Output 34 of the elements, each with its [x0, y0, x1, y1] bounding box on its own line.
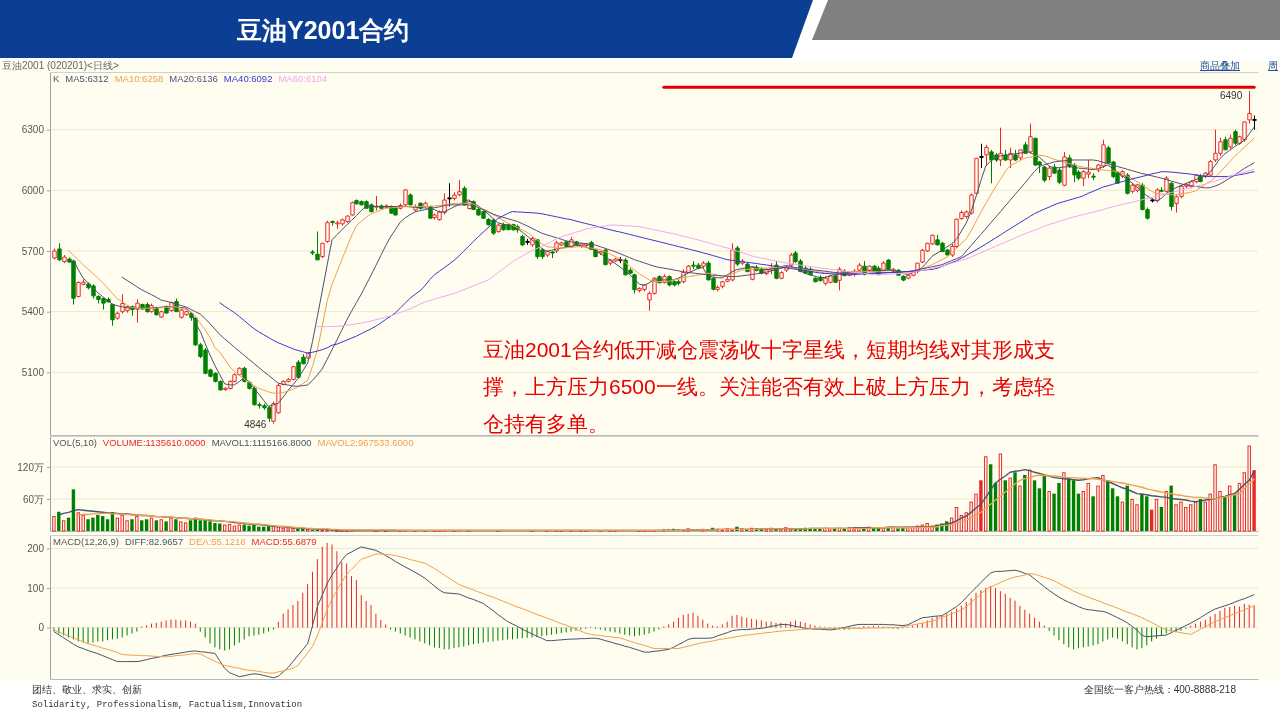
text: 周	[1268, 60, 1278, 71]
y-tick-label: 100	[27, 582, 45, 594]
chart-title: 豆油Y2001合约	[236, 16, 410, 44]
text: MAVOL2:967533.6000	[317, 437, 414, 448]
y-tick-label: 6000	[21, 185, 45, 196]
legend-title: VOL(5,10)	[53, 437, 97, 448]
y-tick-label: 200	[27, 543, 45, 555]
text: MA60:6104	[278, 73, 328, 84]
series-label: MACD:55.6879	[251, 536, 317, 547]
text: DEA:55.1218	[189, 536, 246, 547]
text: 豆油2001 (020201)<日线>	[2, 60, 119, 71]
text: MA40:6092	[223, 73, 273, 84]
text: MA5:6312	[65, 73, 109, 84]
y-tick-label: 5700	[21, 245, 45, 257]
text: VOLUME:1135610.0000	[102, 437, 206, 448]
legend-title: K	[53, 73, 60, 84]
y-tick-label: 5400	[21, 306, 45, 318]
y-tick-label: 0	[38, 622, 45, 634]
text: Solidarity, Professionalism, Factualism,Innovation	[32, 700, 303, 710]
text: MA20:6136	[169, 73, 218, 84]
annotation: 豆油2001合约低开减仓震荡收十字星线，短期均线对其形成支撑，上方压力6500一线。关注能否有效上破上方压力，考虑轻仓持有多单。	[483, 338, 1055, 435]
text: MAVOL1:1115166.8000	[211, 437, 312, 448]
text: 团结、敬业、求实、创新	[32, 684, 142, 695]
y-tick-label: 5100	[21, 367, 45, 379]
text: 商品叠加	[1200, 60, 1240, 71]
y-tick-label: 6300	[21, 124, 45, 136]
y-tick-label: 120万	[17, 461, 44, 473]
text: 全国统一客户热线：400-8888-218	[1083, 684, 1237, 695]
annotation: 6490	[1219, 90, 1243, 102]
y-tick-label: 60万	[22, 493, 44, 505]
text: DIFF:82.9657	[125, 536, 184, 547]
annotation: 4846	[244, 418, 267, 430]
text: MA10:6258	[114, 73, 164, 84]
legend-title: MACD(12,26,9)	[53, 536, 119, 547]
